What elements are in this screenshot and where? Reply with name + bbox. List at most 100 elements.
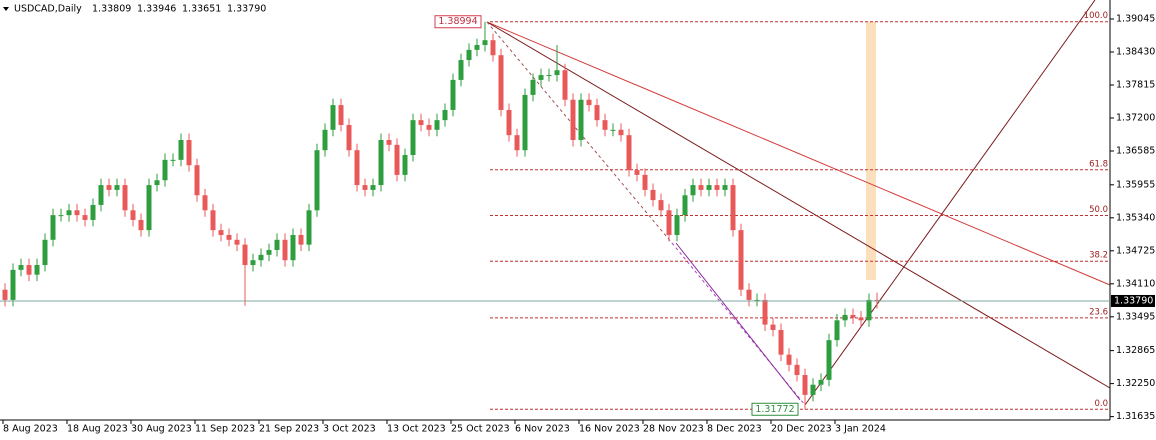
candle-body [242, 244, 248, 266]
candle-body [858, 317, 864, 321]
candle-body [298, 234, 304, 245]
candle-body [258, 254, 264, 261]
candle-body [690, 185, 696, 196]
candle-body [650, 189, 656, 201]
trough-label: 1.31772 [755, 404, 794, 415]
candle-body [762, 299, 768, 325]
y-tick-label: 1.31635 [1116, 411, 1155, 422]
candle-body [378, 140, 384, 186]
candle-body [74, 210, 80, 216]
candle-body [466, 49, 472, 61]
price-box [434, 15, 482, 29]
candle-body [802, 375, 808, 395]
fib-ratio: 38.2 [1089, 251, 1108, 261]
candle-body [754, 299, 760, 301]
candle-body [34, 265, 40, 275]
x-tick-label: 8 Dec 2023 [707, 424, 762, 435]
fib-ratio: 100.0 [1084, 11, 1108, 21]
candle-body [554, 70, 560, 76]
ohlc-open: 1.33809 [92, 4, 131, 15]
y-tick-label: 1.34725 [1116, 245, 1155, 256]
candle-body [538, 75, 544, 80]
ohlc-close: 1.33790 [227, 4, 266, 15]
candle-body [370, 185, 376, 190]
candle-body [282, 239, 288, 261]
x-tick-label: 11 Sep 2023 [195, 424, 255, 435]
trendline [486, 21, 1111, 389]
fib-ratio: 61.8 [1089, 159, 1108, 169]
candle-body [146, 185, 152, 231]
ohlc-high: 1.33946 [137, 4, 176, 15]
candle-body [666, 210, 672, 235]
candle-body [770, 324, 776, 330]
candle-body [66, 210, 72, 216]
candle-body [218, 230, 224, 235]
x-tick-label: 6 Nov 2023 [515, 424, 570, 435]
candle-body [714, 185, 720, 190]
x-tick-label: 13 Oct 2023 [387, 424, 446, 435]
candle-body [434, 120, 440, 130]
candle-body [82, 215, 88, 220]
candle-body [578, 99, 584, 140]
candle-body [834, 320, 840, 341]
candle-body [58, 215, 64, 217]
candle-body [562, 70, 568, 100]
x-tick-label: 25 Oct 2023 [451, 424, 510, 435]
candle-body [194, 165, 200, 196]
candle-body [418, 120, 424, 125]
menu-icon[interactable] [3, 7, 9, 11]
candle-body [162, 159, 168, 181]
candle-body [810, 384, 816, 395]
candle-body [202, 195, 208, 211]
candle-body [506, 109, 512, 136]
trendline [675, 242, 801, 401]
candle-body [98, 185, 104, 205]
candle-body [130, 210, 136, 220]
candle-body [738, 230, 744, 290]
x-tick-label: 3 Oct 2023 [323, 424, 376, 435]
candle-body [90, 204, 96, 220]
candle-body [394, 144, 400, 175]
candle-body [18, 265, 24, 270]
fib-ratio: 50.0 [1089, 205, 1108, 215]
candle-body [602, 120, 608, 130]
candle-body [530, 79, 536, 95]
trendline [486, 21, 1111, 286]
x-tick-label: 20 Dec 2023 [771, 424, 832, 435]
candle-body [634, 170, 640, 175]
candle-body [234, 239, 240, 245]
candle-body [186, 140, 192, 166]
x-tick-label: 16 Nov 2023 [579, 424, 640, 435]
candle-body [338, 105, 344, 125]
y-tick-label: 1.35955 [1116, 179, 1155, 190]
candle-body [122, 185, 128, 211]
price-tag [1111, 294, 1155, 307]
candle-body [626, 135, 632, 171]
y-tick-label: 1.38430 [1116, 46, 1155, 57]
fib-ratio: 0.0 [1094, 399, 1108, 409]
symbol: USDCAD,Daily [14, 4, 82, 15]
highlight-zone [866, 22, 876, 280]
x-tick-label: 18 Aug 2023 [67, 424, 128, 435]
y-tick-label: 1.35340 [1116, 212, 1155, 223]
candle-body [2, 289, 8, 300]
candle-body [314, 150, 320, 211]
y-tick-label: 1.34110 [1116, 278, 1155, 289]
y-tick-label: 1.37200 [1116, 112, 1155, 123]
candle-body [138, 219, 144, 231]
x-tick-label: 21 Sep 2023 [259, 424, 319, 435]
candle-body [874, 299, 880, 301]
candle-body [682, 195, 688, 216]
candle-body [154, 180, 160, 186]
candle-body [618, 129, 624, 136]
candle-body [442, 109, 448, 121]
candle-body [522, 94, 528, 151]
candle-body [266, 250, 272, 255]
candle-body [730, 185, 736, 231]
y-tick-label: 1.36585 [1116, 146, 1155, 157]
trendline [804, 0, 1096, 406]
candle-body [226, 234, 232, 240]
y-tick-label: 1.32865 [1116, 345, 1155, 356]
y-tick-label: 1.32250 [1116, 378, 1155, 389]
